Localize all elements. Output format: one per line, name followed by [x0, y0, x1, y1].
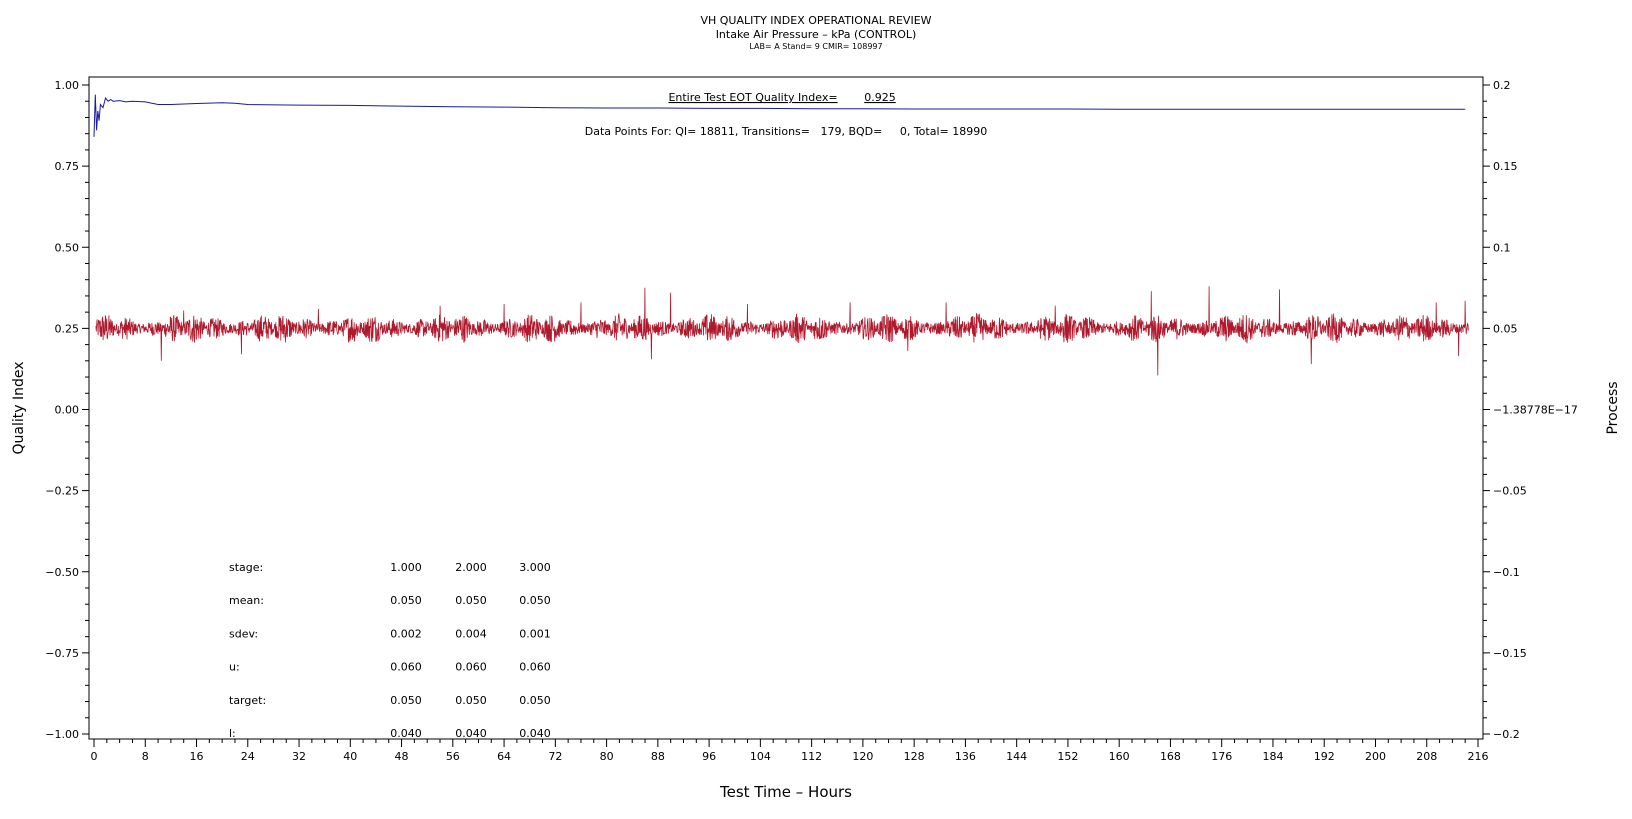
x-tick-label: 200 [1365, 750, 1386, 763]
stats-table: stage: 1.000 2.000 3.000 mean: 0.050 0.050 0.05… [229, 561, 551, 740]
x-axis-label: Test Time – Hours [719, 783, 852, 801]
x-tick-label: 48 [395, 750, 409, 763]
y-right-tick-label: −0.05 [1493, 485, 1527, 498]
stats-row-label: sdev: [229, 627, 258, 640]
data-points-text: Data Points For: QI= 18811, Transitions=… [585, 125, 987, 138]
stats-row-label: mean: [229, 594, 264, 607]
y-axis-right-label: Process [1605, 381, 1621, 434]
x-tick-label: 32 [292, 750, 306, 763]
stats-row-label: stage: [229, 561, 263, 574]
stats-value: 0.004 [455, 627, 487, 640]
y-left-tick-label: −0.25 [45, 485, 79, 498]
stats-value: 0.060 [519, 661, 551, 674]
y-left-tick-label: 0.00 [55, 404, 80, 417]
x-axis: 0 8 16 24 32 40 48 56 64 72 80 88 96 104 112 120 128 136 1… [91, 739, 1489, 763]
stats-value: 0.050 [390, 694, 422, 707]
x-tick-label: 168 [1160, 750, 1181, 763]
stats-value: 0.050 [519, 594, 551, 607]
y-right-tick-label: 0.1 [1493, 241, 1511, 254]
stats-value: 0.060 [390, 661, 422, 674]
x-tick-label: 176 [1211, 750, 1232, 763]
stats-value: 0.040 [455, 727, 487, 740]
y-axis-left: 1.00 0.75 0.50 0.25 0.00 −0.25 −0.50 −0.75 −1.00 [45, 79, 89, 741]
x-tick-label: 120 [852, 750, 873, 763]
x-tick-label: 192 [1314, 750, 1335, 763]
stats-row-label: u: [229, 661, 240, 674]
y-left-tick-label: −0.75 [45, 647, 79, 660]
quality-index-value: 0.925 [864, 91, 896, 104]
x-tick-label: 104 [750, 750, 771, 763]
stats-row-label: l: [229, 727, 236, 740]
y-axis-right: 0.2 0.15 0.1 0.05 −1.38778E−17 −0.05 −0.1 −0.15… [1483, 79, 1578, 741]
stats-value: 3.000 [519, 561, 551, 574]
x-tick-label: 216 [1468, 750, 1489, 763]
x-tick-label: 96 [702, 750, 716, 763]
y-right-tick-label: 0.15 [1493, 160, 1518, 173]
stats-value: 0.050 [390, 594, 422, 607]
stats-value: 0.050 [455, 594, 487, 607]
plot-frame [88, 76, 1484, 740]
y-left-tick-label: 0.50 [55, 241, 80, 254]
y-right-tick-label: −1.38778E−17 [1493, 404, 1578, 417]
chart-title-block: VH QUALITY INDEX OPERATIONAL REVIEW Inta… [0, 14, 1632, 52]
process-series-line [95, 286, 1469, 376]
quality-index-label: Entire Test EOT Quality Index= [668, 91, 837, 104]
x-tick-label: 0 [91, 750, 98, 763]
series-layer [93, 94, 1469, 376]
x-tick-label: 56 [446, 750, 460, 763]
x-tick-label: 80 [600, 750, 614, 763]
y-left-tick-label: 1.00 [55, 79, 80, 92]
x-tick-label: 128 [904, 750, 925, 763]
x-tick-label: 208 [1416, 750, 1437, 763]
x-tick-label: 160 [1109, 750, 1130, 763]
x-tick-label: 136 [955, 750, 976, 763]
stats-row-label: target: [229, 694, 266, 707]
x-tick-label: 88 [651, 750, 665, 763]
x-tick-label: 8 [142, 750, 149, 763]
stats-value: 0.040 [519, 727, 551, 740]
chart-subtitle: Intake Air Pressure – kPa (CONTROL) [715, 28, 917, 41]
y-right-tick-label: 0.05 [1493, 322, 1518, 335]
x-tick-label: 16 [190, 750, 204, 763]
y-right-tick-label: −0.15 [1493, 647, 1527, 660]
x-tick-label: 184 [1262, 750, 1283, 763]
chart-subtitle-2: LAB= A Stand= 9 CMIR= 108997 [749, 42, 883, 51]
chart-title: VH QUALITY INDEX OPERATIONAL REVIEW [700, 14, 932, 27]
x-tick-label: 40 [343, 750, 357, 763]
stats-value: 0.040 [390, 727, 422, 740]
x-tick-label: 64 [497, 750, 511, 763]
stats-value: 0.060 [455, 661, 487, 674]
x-tick-label: 72 [548, 750, 562, 763]
stats-value: 0.002 [390, 627, 422, 640]
x-tick-label: 144 [1006, 750, 1027, 763]
stats-value: 0.050 [519, 694, 551, 707]
y-right-tick-label: −0.1 [1493, 566, 1520, 579]
stats-value: 2.000 [455, 561, 487, 574]
y-right-tick-label: −0.2 [1493, 728, 1520, 741]
x-tick-label: 112 [801, 750, 822, 763]
y-left-tick-label: −0.50 [45, 566, 79, 579]
x-tick-label: 152 [1057, 750, 1078, 763]
y-left-tick-label: −1.00 [45, 728, 79, 741]
quality-index-series-line [93, 94, 1466, 137]
x-tick-label: 24 [241, 750, 255, 763]
stats-value: 0.050 [455, 694, 487, 707]
stats-value: 0.001 [519, 627, 551, 640]
y-left-tick-label: 0.25 [55, 322, 80, 335]
y-axis-left-label: Quality Index [11, 361, 27, 454]
y-right-tick-label: 0.2 [1493, 79, 1511, 92]
stats-value: 1.000 [390, 561, 422, 574]
annotation-layer: Entire Test EOT Quality Index= 0.925 Data … [585, 91, 987, 138]
y-left-tick-label: 0.75 [55, 160, 80, 173]
